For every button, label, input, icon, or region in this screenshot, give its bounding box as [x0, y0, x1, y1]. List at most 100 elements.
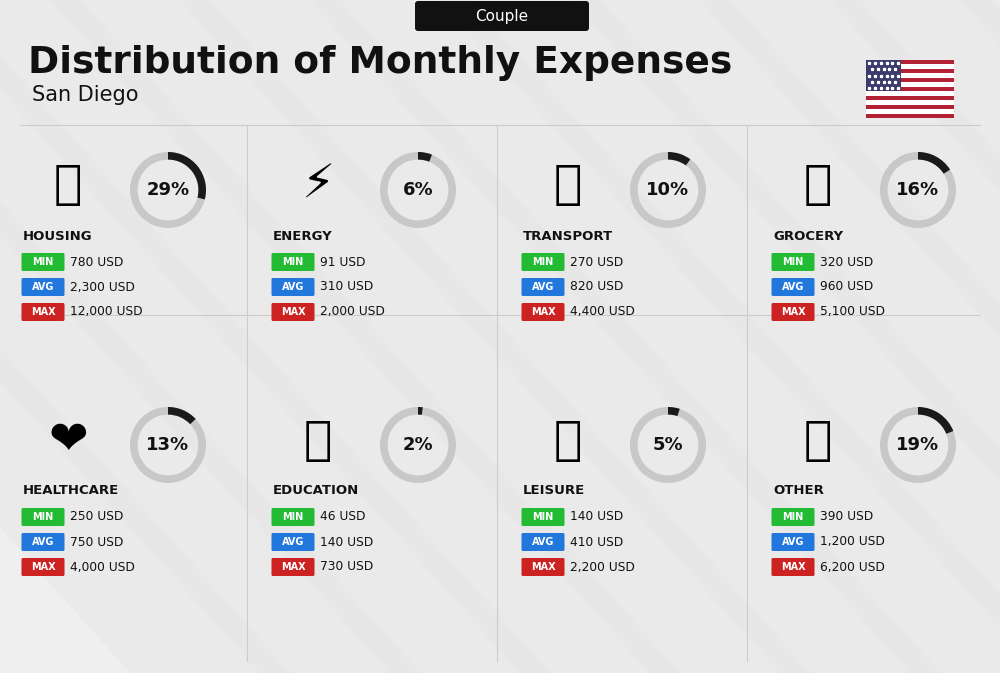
Text: 320 USD: 320 USD	[820, 256, 873, 269]
FancyBboxPatch shape	[522, 508, 564, 526]
FancyBboxPatch shape	[522, 303, 564, 321]
Text: 6,200 USD: 6,200 USD	[820, 561, 885, 573]
FancyBboxPatch shape	[866, 109, 954, 114]
Polygon shape	[570, 0, 1000, 673]
Text: 12,000 USD: 12,000 USD	[70, 306, 143, 318]
Text: 13%: 13%	[146, 436, 190, 454]
Polygon shape	[0, 0, 290, 673]
Text: 250 USD: 250 USD	[70, 511, 123, 524]
Text: 390 USD: 390 USD	[820, 511, 873, 524]
Text: MAX: MAX	[531, 562, 555, 572]
FancyBboxPatch shape	[866, 104, 954, 109]
Polygon shape	[0, 0, 680, 673]
FancyBboxPatch shape	[772, 253, 814, 271]
FancyBboxPatch shape	[272, 278, 314, 296]
Text: MIN: MIN	[782, 257, 804, 267]
Text: 4,000 USD: 4,000 USD	[70, 561, 135, 573]
FancyBboxPatch shape	[866, 87, 954, 92]
FancyBboxPatch shape	[866, 78, 954, 82]
Text: AVG: AVG	[32, 537, 54, 547]
FancyBboxPatch shape	[415, 1, 589, 31]
Text: 2%: 2%	[403, 436, 433, 454]
Text: 💰: 💰	[804, 419, 832, 464]
FancyBboxPatch shape	[272, 253, 314, 271]
Text: OTHER: OTHER	[773, 485, 824, 497]
FancyBboxPatch shape	[272, 303, 314, 321]
Text: MAX: MAX	[281, 307, 305, 317]
Text: 6%: 6%	[403, 181, 433, 199]
Text: HEALTHCARE: HEALTHCARE	[23, 485, 119, 497]
Text: 750 USD: 750 USD	[70, 536, 123, 548]
Text: MAX: MAX	[31, 307, 55, 317]
Text: 🏢: 🏢	[54, 164, 82, 209]
Text: 270 USD: 270 USD	[570, 256, 623, 269]
Polygon shape	[960, 0, 1000, 673]
Text: GROCERY: GROCERY	[773, 229, 843, 242]
Text: 780 USD: 780 USD	[70, 256, 123, 269]
FancyBboxPatch shape	[772, 533, 814, 551]
Text: 91 USD: 91 USD	[320, 256, 366, 269]
Text: MAX: MAX	[781, 307, 805, 317]
Text: HOUSING: HOUSING	[23, 229, 93, 242]
Wedge shape	[418, 152, 432, 162]
FancyBboxPatch shape	[772, 278, 814, 296]
Text: MAX: MAX	[531, 307, 555, 317]
Text: AVG: AVG	[782, 537, 804, 547]
FancyBboxPatch shape	[866, 60, 901, 92]
Text: MIN: MIN	[532, 512, 554, 522]
FancyBboxPatch shape	[772, 303, 814, 321]
FancyBboxPatch shape	[272, 508, 314, 526]
FancyBboxPatch shape	[772, 508, 814, 526]
Polygon shape	[50, 0, 810, 673]
FancyBboxPatch shape	[22, 558, 64, 576]
Text: 19%: 19%	[896, 436, 940, 454]
Wedge shape	[168, 152, 206, 199]
Text: 🎓: 🎓	[304, 419, 332, 464]
FancyBboxPatch shape	[272, 533, 314, 551]
Text: 🛍: 🛍	[554, 419, 582, 464]
FancyBboxPatch shape	[866, 96, 954, 100]
Text: 4,400 USD: 4,400 USD	[570, 306, 635, 318]
Text: MAX: MAX	[281, 562, 305, 572]
Text: 16%: 16%	[896, 181, 940, 199]
Text: MIN: MIN	[282, 512, 304, 522]
Text: MAX: MAX	[31, 562, 55, 572]
Text: 820 USD: 820 USD	[570, 281, 623, 293]
FancyBboxPatch shape	[866, 65, 954, 69]
FancyBboxPatch shape	[522, 253, 564, 271]
Text: ❤: ❤	[48, 419, 88, 464]
FancyBboxPatch shape	[866, 114, 954, 118]
FancyBboxPatch shape	[772, 558, 814, 576]
Polygon shape	[310, 0, 1000, 673]
Text: MAX: MAX	[781, 562, 805, 572]
Text: 960 USD: 960 USD	[820, 281, 873, 293]
Text: MIN: MIN	[32, 257, 54, 267]
Text: MIN: MIN	[532, 257, 554, 267]
Text: 140 USD: 140 USD	[320, 536, 373, 548]
Text: 🚌: 🚌	[554, 164, 582, 209]
Text: EDUCATION: EDUCATION	[273, 485, 359, 497]
Text: MIN: MIN	[32, 512, 54, 522]
Text: 1,200 USD: 1,200 USD	[820, 536, 885, 548]
Wedge shape	[668, 152, 690, 166]
Text: 410 USD: 410 USD	[570, 536, 623, 548]
FancyBboxPatch shape	[522, 533, 564, 551]
Text: 310 USD: 310 USD	[320, 281, 373, 293]
Polygon shape	[0, 0, 550, 673]
Text: Couple: Couple	[475, 9, 529, 24]
Wedge shape	[918, 152, 950, 174]
Text: AVG: AVG	[282, 282, 304, 292]
FancyBboxPatch shape	[22, 303, 64, 321]
Wedge shape	[668, 407, 680, 416]
FancyBboxPatch shape	[866, 82, 954, 87]
FancyBboxPatch shape	[866, 100, 954, 104]
Text: 5%: 5%	[653, 436, 683, 454]
Wedge shape	[168, 407, 196, 424]
Wedge shape	[918, 407, 953, 434]
FancyBboxPatch shape	[866, 60, 954, 65]
FancyBboxPatch shape	[866, 92, 954, 96]
Text: TRANSPORT: TRANSPORT	[523, 229, 613, 242]
Text: San Diego: San Diego	[32, 85, 138, 105]
Text: 10%: 10%	[646, 181, 690, 199]
FancyBboxPatch shape	[272, 558, 314, 576]
